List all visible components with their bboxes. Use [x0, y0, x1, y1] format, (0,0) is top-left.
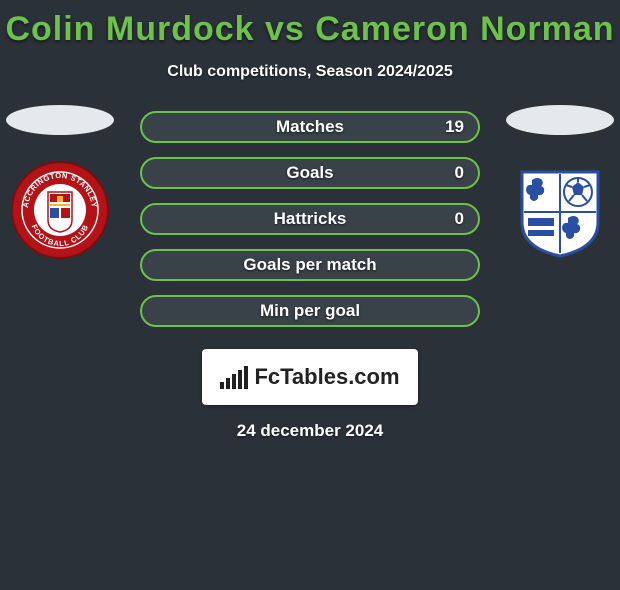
stat-row: Min per goal [140, 295, 480, 327]
stat-row: Goals 0 [140, 157, 480, 189]
right-club-badge [510, 160, 610, 260]
season-subtitle: Club competitions, Season 2024/2025 [0, 63, 620, 81]
stat-label: Min per goal [260, 301, 360, 321]
stat-label: Goals [286, 163, 333, 183]
left-club-badge: ACCRINGTON STANLEY FOOTBALL CLUB [10, 160, 110, 260]
stat-row: Goals per match [140, 249, 480, 281]
stat-right-value: 19 [445, 117, 464, 137]
stat-row: Matches 19 [140, 111, 480, 143]
date-label: 24 december 2024 [0, 421, 620, 441]
stat-right-value: 0 [455, 163, 464, 183]
stats-list: Matches 19 Goals 0 Hattricks 0 Goals per… [140, 111, 480, 327]
logo-text: FcTables.com [254, 364, 399, 390]
stat-label: Matches [276, 117, 344, 137]
logo-bars-icon [220, 366, 248, 389]
page-title: Colin Murdock vs Cameron Norman [0, 10, 620, 49]
left-flag-oval [6, 105, 114, 135]
left-player-side: ACCRINGTON STANLEY FOOTBALL CLUB [0, 105, 120, 260]
fctables-logo: FcTables.com [202, 349, 418, 405]
stat-label: Goals per match [243, 255, 376, 275]
stat-right-value: 0 [455, 209, 464, 229]
stat-row: Hattricks 0 [140, 203, 480, 235]
stat-label: Hattricks [274, 209, 347, 229]
right-flag-oval [506, 105, 614, 135]
right-player-side [500, 105, 620, 260]
comparison-content: ACCRINGTON STANLEY FOOTBALL CLUB [0, 111, 620, 441]
